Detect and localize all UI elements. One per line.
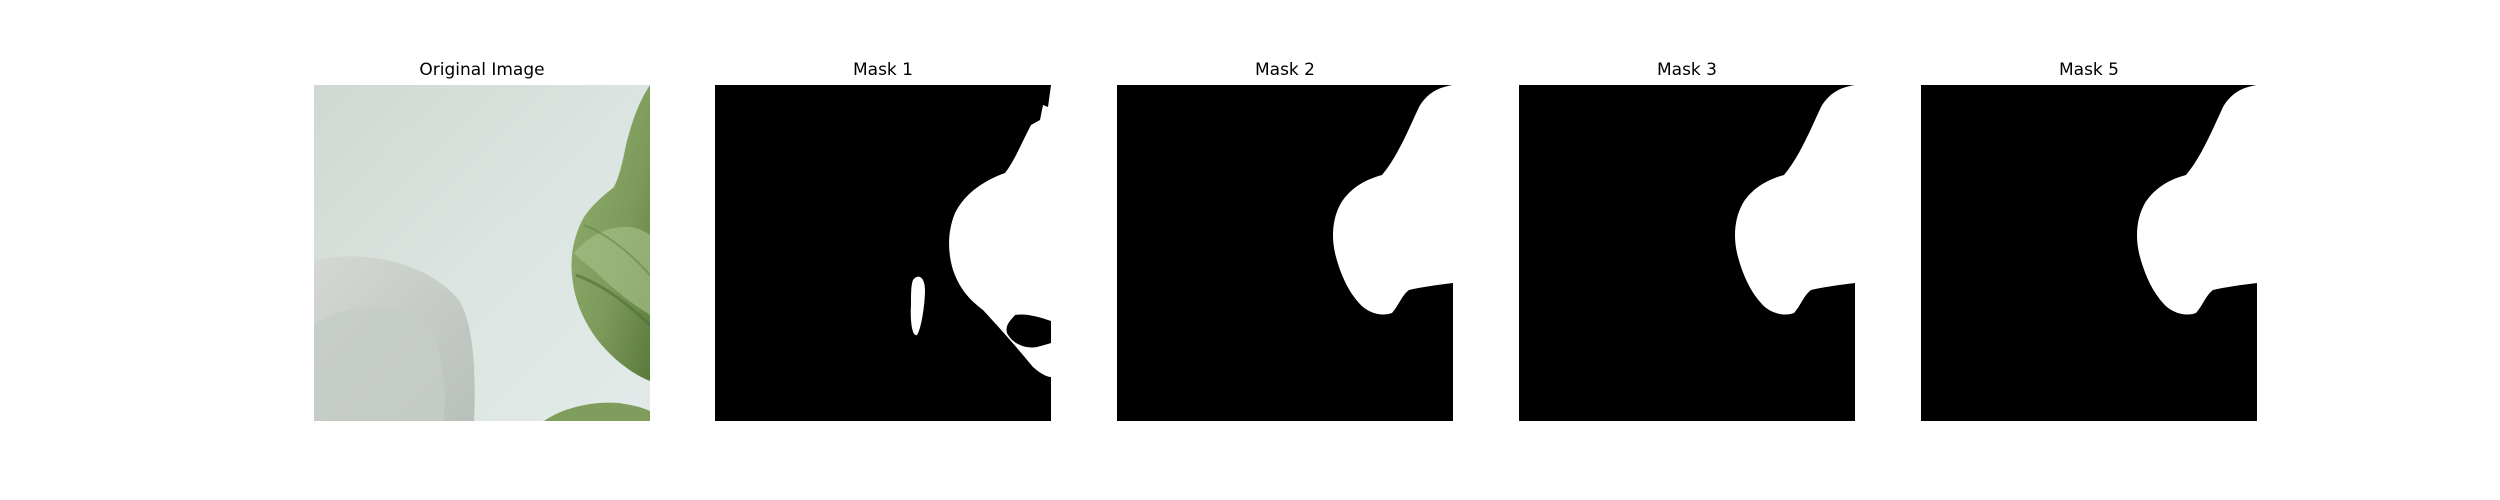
mask-2-region [1333, 85, 1453, 315]
mask-1-blob [910, 276, 925, 336]
mask-5-region [2137, 85, 2257, 315]
mask-3-region [1735, 85, 1855, 315]
panel-title: Mask 2 [1254, 60, 1315, 80]
mask-1-image [715, 85, 1051, 421]
panel-title: Mask 1 [852, 60, 913, 80]
mask-5-image [1921, 85, 2257, 421]
mask-3-image [1519, 85, 1855, 421]
panel-title: Mask 3 [1656, 60, 1717, 80]
photo-leaf-bottom [544, 402, 650, 421]
panel-title: Original Image [419, 60, 545, 80]
original-photo [314, 85, 650, 421]
panel-title: Mask 5 [2058, 60, 2119, 80]
mask-2-image [1117, 85, 1453, 421]
